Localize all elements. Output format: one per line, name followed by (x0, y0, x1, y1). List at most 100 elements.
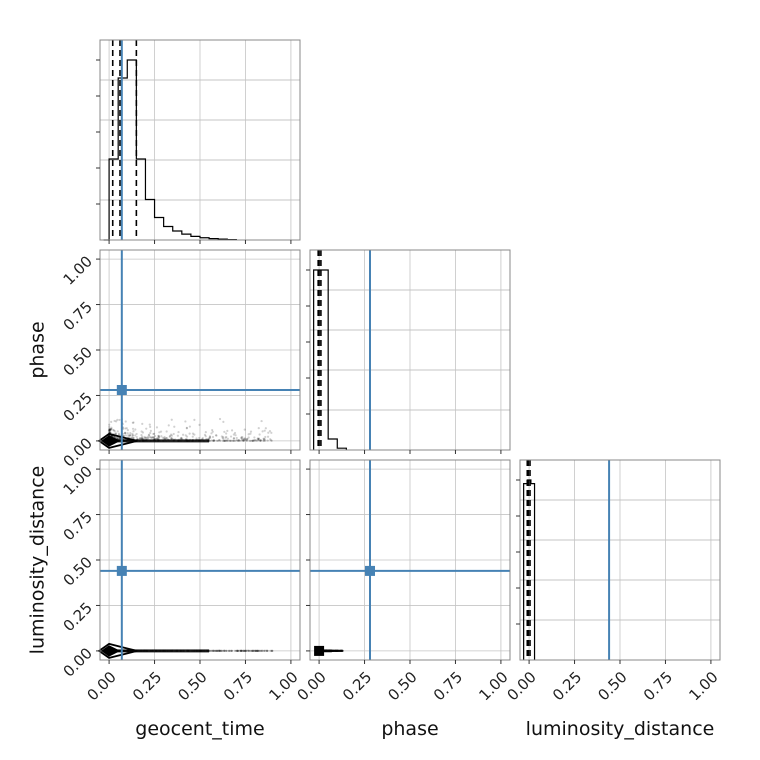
x-tick-label: 0.75 (430, 668, 466, 704)
scatter-point (170, 418, 173, 421)
scatter-point (333, 649, 336, 652)
scatter-point (191, 432, 195, 435)
scatter-point (108, 428, 112, 431)
scatter-point (253, 436, 256, 439)
scatter-point (240, 649, 244, 652)
scatter-point (267, 431, 270, 434)
scatter-point (340, 649, 343, 652)
scatter-point (229, 439, 233, 442)
scatter-point (155, 426, 159, 429)
y-tick-label: 0.25 (60, 599, 96, 635)
y-tick-label: 0.75 (60, 508, 96, 544)
scatter-point (334, 649, 337, 652)
scatter-point (132, 436, 135, 440)
scatter-point (331, 649, 334, 652)
scatter-point (334, 649, 337, 652)
scatter-point (191, 435, 194, 438)
scatter-point (340, 649, 343, 652)
scatter-point (188, 432, 191, 435)
scatter-point (110, 427, 113, 430)
scatter-point (218, 417, 222, 421)
scatter-point (331, 649, 334, 653)
x-tick-label: 0.25 (129, 668, 165, 704)
scatter-point (226, 429, 229, 432)
scatter-point (251, 649, 254, 652)
scatter-point (266, 435, 270, 438)
scatter-point (239, 649, 242, 652)
scatter-point (149, 429, 152, 432)
scatter-point (332, 649, 335, 652)
scatter-point (108, 427, 112, 431)
scatter-point (250, 649, 254, 653)
scatter-point (335, 649, 338, 653)
scatter-geocent_time_vs_phase (107, 417, 273, 443)
scatter-point (243, 438, 246, 441)
scatter-point (242, 649, 245, 653)
x-axis-label-phase: phase (381, 718, 438, 740)
scatter-point (264, 427, 267, 430)
scatter-point (210, 439, 213, 442)
y-axis-label-phase: phase (27, 321, 49, 378)
scatter-point (257, 427, 260, 430)
scatter-point (332, 649, 335, 652)
scatter-point (254, 649, 257, 652)
scatter-point (117, 432, 121, 435)
scatter-point (239, 649, 243, 652)
scatter-point (163, 437, 166, 440)
scatter-point (223, 439, 226, 442)
scatter-point (334, 649, 337, 652)
scatter-point (149, 431, 152, 435)
scatter-point (269, 438, 272, 441)
scatter-point (255, 439, 258, 443)
scatter-point (241, 436, 244, 439)
scatter-point (244, 649, 248, 653)
scatter-point (233, 437, 236, 440)
scatter-point (216, 649, 219, 653)
scatter-point (264, 649, 267, 652)
scatter-point (271, 649, 274, 653)
scatter-point (170, 437, 173, 440)
scatter-point (140, 437, 143, 440)
scatter-point (332, 649, 335, 652)
scatter-point (236, 649, 240, 653)
scatter-point (109, 429, 112, 432)
scatter-point (149, 425, 152, 429)
scatter-point (220, 649, 224, 652)
scatter-point (204, 431, 207, 434)
scatter-point (339, 649, 342, 652)
scatter-point (334, 649, 338, 652)
scatter-point (236, 649, 239, 652)
scatter-point (141, 435, 144, 438)
scatter-point (225, 439, 229, 442)
scatter-point (159, 430, 163, 433)
scatter-point (264, 435, 267, 439)
scatter-point (265, 649, 268, 652)
scatter-point (161, 436, 164, 439)
scatter-point (242, 649, 245, 652)
scatter-point (157, 435, 161, 438)
scatter-point (229, 435, 233, 438)
scatter-point (145, 427, 148, 430)
scatter-point (257, 439, 260, 442)
scatter-point (341, 649, 344, 652)
scatter-point (238, 439, 241, 442)
scatter-point (225, 435, 228, 439)
scatter-point (258, 649, 261, 653)
scatter-point (247, 433, 250, 436)
scatter-point (245, 439, 248, 442)
scatter-point (198, 423, 201, 426)
scatter-point (335, 649, 338, 652)
scatter-point (218, 649, 222, 653)
scatter-point (258, 433, 261, 436)
scatter-point (265, 649, 268, 652)
scatter-point (212, 649, 215, 652)
scatter-point (143, 436, 147, 440)
scatter-point (271, 649, 274, 653)
scatter-point (180, 436, 183, 440)
scatter-point (213, 649, 217, 653)
scatter-point (334, 649, 337, 652)
scatter-point (334, 649, 338, 652)
scatter-point (131, 434, 134, 437)
scatter-point (224, 439, 227, 443)
x-tick-label: 0.25 (549, 668, 585, 704)
